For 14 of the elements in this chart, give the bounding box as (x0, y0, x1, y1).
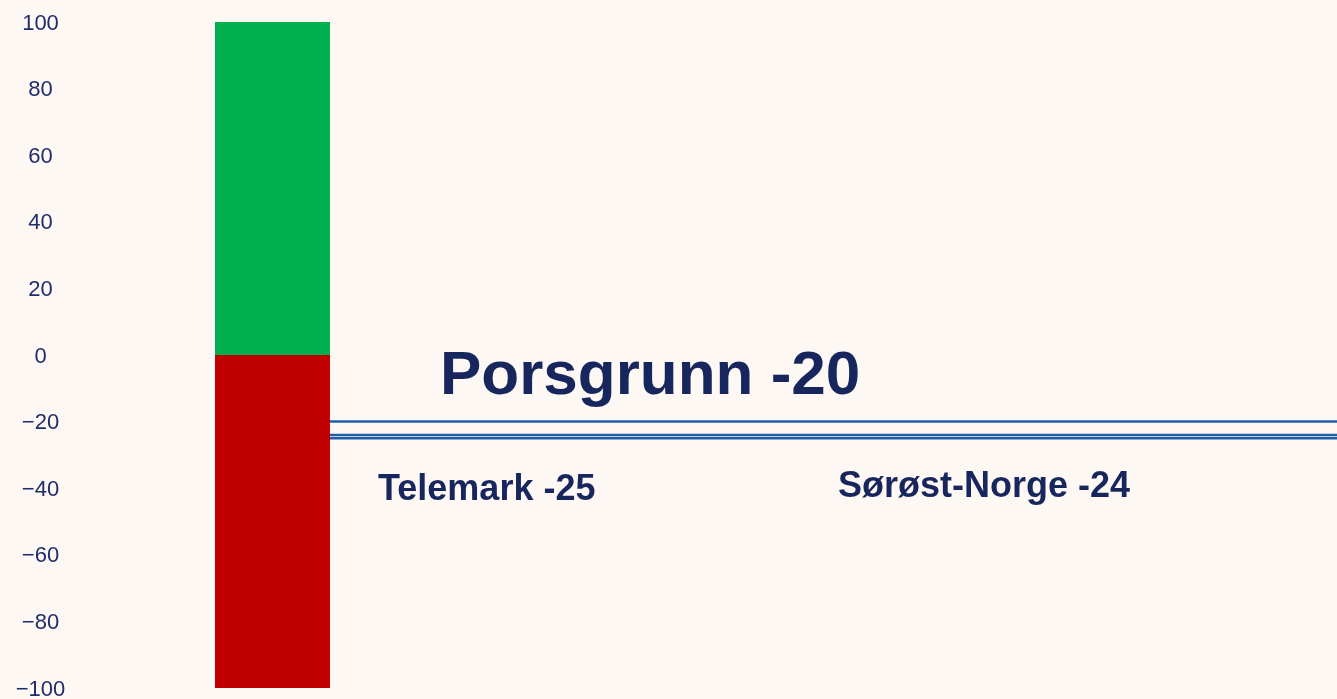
y-tick-label: 40 (28, 209, 53, 235)
ref-line-label: Porsgrunn -20 (440, 337, 861, 407)
y-tick-label: 60 (28, 142, 53, 168)
y-tick-label: 20 (28, 275, 53, 301)
y-tick-label: 80 (28, 76, 53, 102)
y-tick-label: 0 (34, 342, 47, 368)
y-tick-label: −100 (15, 675, 66, 699)
y-tick-label: 100 (22, 9, 59, 35)
y-tick-label: −80 (21, 608, 60, 634)
y-tick-label: −40 (21, 475, 60, 501)
ref-line-label: Telemark -25 (378, 467, 596, 509)
y-tick-label: −60 (21, 542, 60, 568)
y-tick-label: −20 (21, 409, 60, 435)
ref-line-label: Sørøst-Norge -24 (838, 463, 1131, 505)
